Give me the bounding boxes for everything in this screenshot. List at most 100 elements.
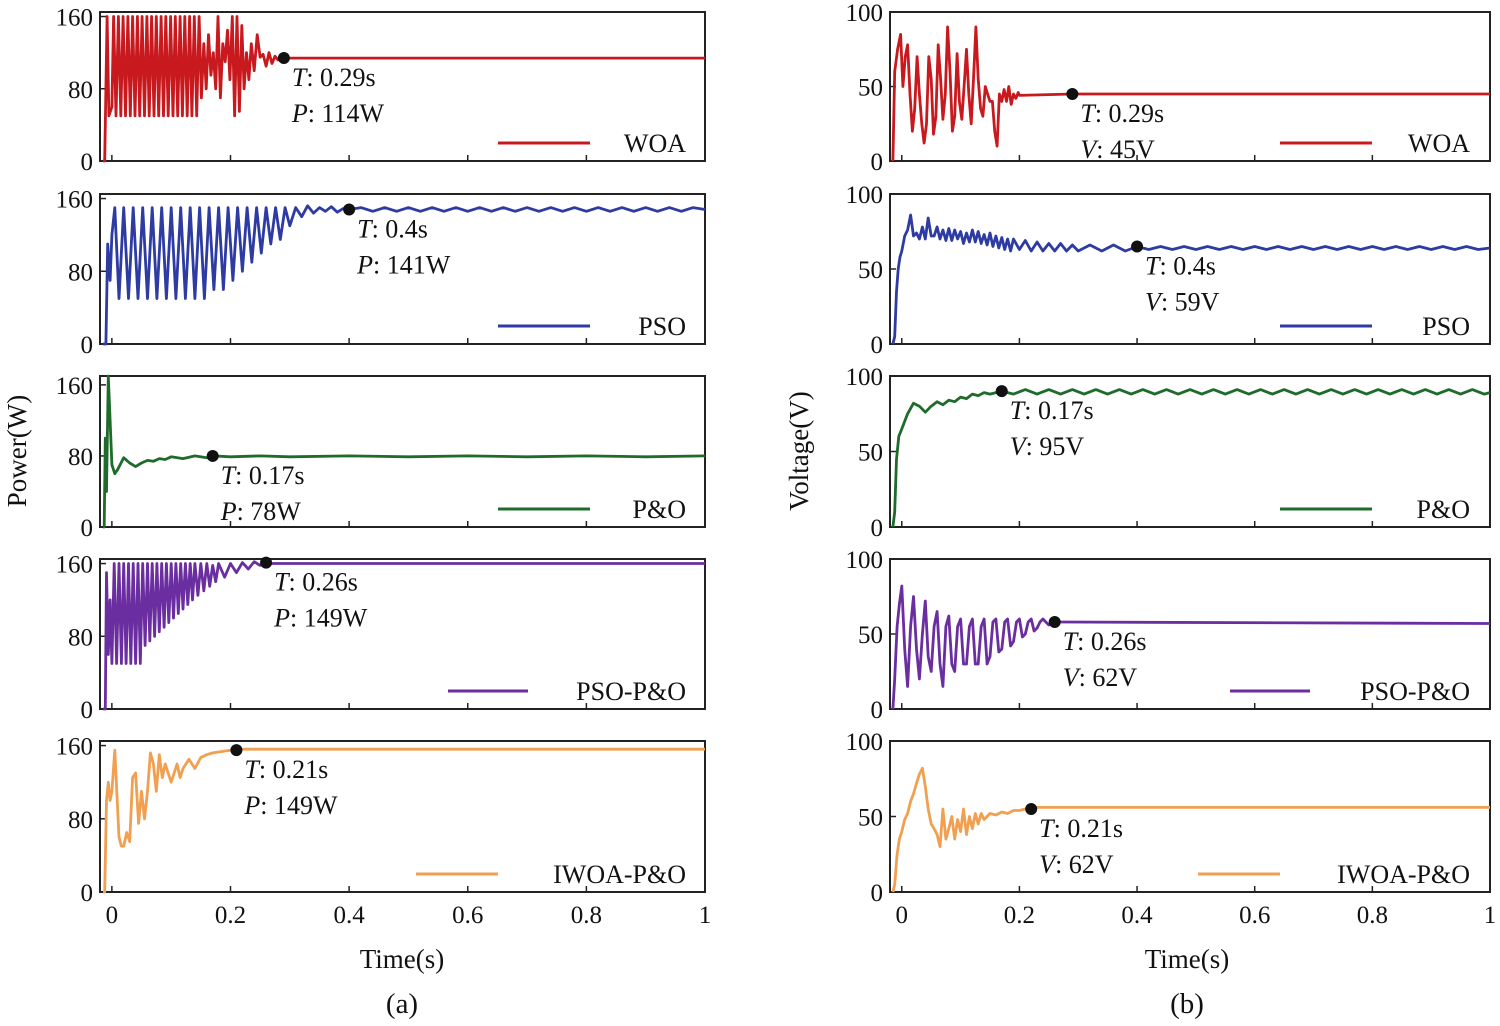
annotation-time-value: : 0.17s [1024,396,1093,425]
annotation-value-text: : 62V [1055,850,1114,879]
x-tick-label: 1 [699,902,712,929]
annotation-value-symbol: V [1145,288,1164,317]
legend-label: IWOA-P&O [1337,860,1470,889]
annotation-time: T: 0.17s [1010,396,1094,425]
annotation-time-value: : 0.21s [259,755,328,784]
annotation-time: T: 0.29s [1080,99,1164,128]
series-line-WOA [103,15,705,163]
annotation-value-symbol: V [1080,135,1099,164]
annotation-time: T: 0.4s [1145,252,1216,281]
annotation-value-symbol: V [1039,850,1058,879]
y-axis-label-voltage: Voltage(V) [784,391,814,510]
x-axis-label-voltage: Time(s) [1145,944,1230,974]
annotation-time: T: 0.26s [1063,627,1147,656]
annotation-value-symbol: P [220,497,237,526]
legend-label: P&O [1417,495,1470,524]
power-panel-4: 0 80 160 T: 0.21s P: 149W IWOA-P&O [56,734,706,907]
power-panel-2: 0 80 160 T: 0.17s P: 78W P&O [56,373,706,542]
legend-label: WOA [624,129,686,158]
annotation-time-symbol: T [244,755,260,784]
annotation-time: T: 0.4s [357,214,428,243]
y-tick-label: 50 [858,440,883,467]
voltage-panel-2: 0 50 100 T: 0.17s V: 95V P&O [846,364,1491,542]
series-line-IWOA-P&O [891,766,1490,893]
annotation-value-symbol: P [291,99,308,128]
x-tick-label: 0.4 [1121,902,1153,929]
plot-frame [99,740,706,893]
x-tick-label: 1 [1484,902,1497,929]
annotation-time-value: : 0.17s [235,461,304,490]
annotation-value-text: : 62V [1079,663,1138,692]
legend-label: PSO-P&O [576,677,686,706]
caption-a: (a) [386,988,418,1020]
caption-b: (b) [1170,988,1204,1020]
annotation-value: V: 62V [1039,850,1114,879]
annotation-value-symbol: P [273,604,290,633]
annotation-time-value: : 0.29s [1095,99,1164,128]
annotation-value: V: 62V [1063,663,1138,692]
y-tick-label: 0 [81,149,94,176]
annotation-time-symbol: T [1039,814,1055,843]
annotation-value-text: : 78W [237,497,302,526]
power-panel-3: 0 80 160 T: 0.26s P: 149W PSO-P&O [56,552,706,724]
y-tick-label: 80 [68,624,93,651]
y-tick-label: 0 [871,880,884,907]
y-tick-label: 0 [871,149,884,176]
annotation-value: P: 149W [273,604,368,633]
convergence-marker [343,203,356,216]
y-tick-label: 50 [858,257,883,284]
legend-label: PSO-P&O [1360,677,1470,706]
voltage-panel-4: 0 50 100 T: 0.21s V: 62V IWOA-P&O [846,729,1491,907]
annotation-time-symbol: T [357,214,373,243]
y-tick-label: 0 [81,515,94,542]
annotation-time-value: : 0.26s [289,568,358,597]
annotation-time-symbol: T [221,461,237,490]
y-tick-label: 160 [56,552,94,579]
y-tick-label: 0 [81,332,94,359]
x-tick-label: 0 [896,902,909,929]
x-tick-label: 0.8 [1357,902,1388,929]
annotation-time: T: 0.21s [244,755,328,784]
annotation-time: T: 0.21s [1039,814,1123,843]
annotation-value-symbol: V [1063,663,1082,692]
legend-label: P&O [633,495,686,524]
series-line-PSO [103,204,706,346]
y-tick-label: 80 [68,807,93,834]
y-tick-label: 160 [56,187,94,214]
legend-label: PSO [638,312,686,341]
annotation-time-value: : 0.26s [1077,627,1146,656]
annotation-value-text: : 149W [260,791,338,820]
x-tick-label: 0.2 [215,902,246,929]
voltage-panel-1: 0 50 100 T: 0.4s V: 59V PSO [846,182,1491,359]
legend-label: WOA [1408,129,1470,158]
y-tick-label: 160 [56,734,94,761]
annotation-time: T: 0.17s [221,461,305,490]
annotation-time-symbol: T [1080,99,1096,128]
y-tick-label: 50 [858,805,883,832]
y-tick-label: 160 [56,5,94,32]
y-tick-label: 160 [56,373,94,400]
series-line-IWOA-P&O [103,747,705,894]
annotation-value: P: 141W [356,250,451,279]
y-tick-label: 0 [871,697,884,724]
annotation-value-symbol: V [1010,432,1029,461]
voltage-panel-3: 0 50 100 T: 0.26s V: 62V PSO-P&O [846,547,1491,724]
y-axis-label-power: Power(W) [2,395,32,507]
plot-frame [99,375,706,528]
series-line-WOA [891,25,1490,162]
y-tick-label: 80 [68,259,93,286]
annotation-time-symbol: T [1010,396,1026,425]
convergence-marker [260,556,273,569]
convergence-marker [230,744,243,757]
annotation-time-value: : 0.4s [372,214,428,243]
y-tick-label: 100 [846,364,884,391]
y-tick-label: 100 [846,0,884,27]
y-tick-label: 100 [846,182,884,209]
series-line-PSO [891,213,1491,345]
y-tick-label: 80 [68,77,93,104]
convergence-marker [1131,240,1144,253]
annotation-time: T: 0.29s [292,63,376,92]
annotation-time: T: 0.26s [274,568,358,597]
x-tick-label: 0.4 [333,902,365,929]
plot-frame [99,193,706,345]
